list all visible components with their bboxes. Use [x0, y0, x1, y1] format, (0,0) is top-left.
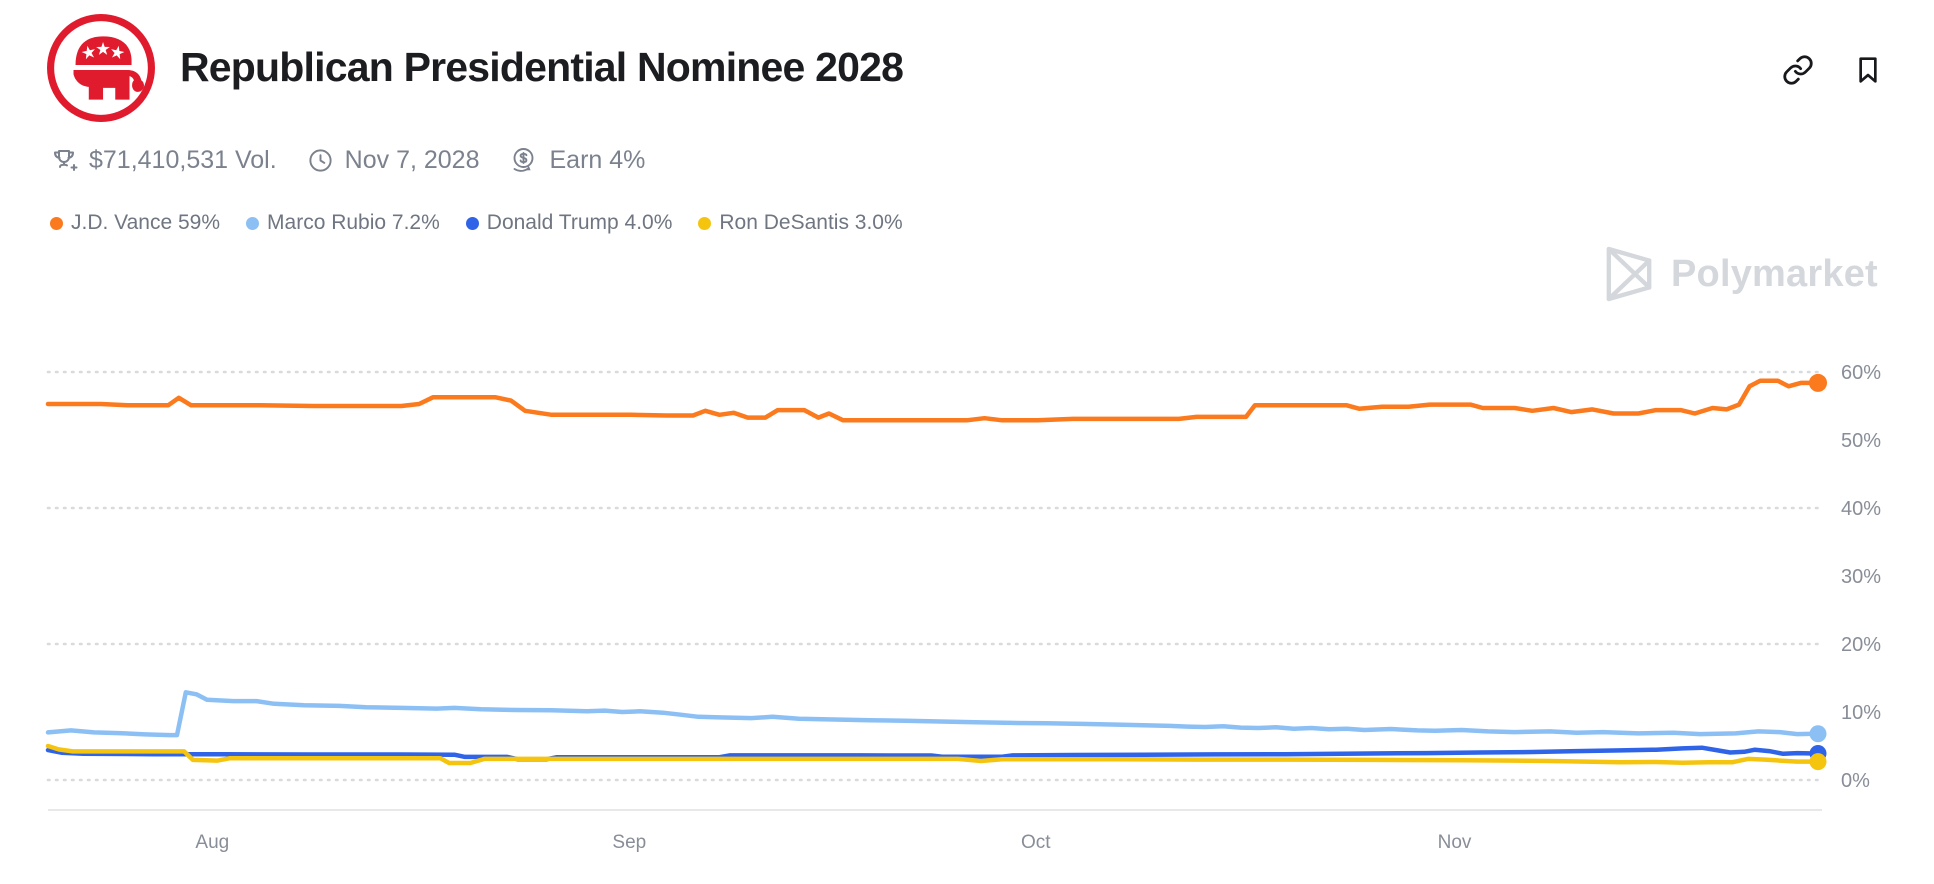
earn-stat[interactable]: Earn 4% [510, 146, 646, 175]
header-actions [1782, 54, 1884, 86]
polymarket-watermark: Polymarket [1604, 246, 1878, 302]
y-tick-40%: 40% [1841, 498, 1881, 520]
series-line-j-d-vance [45, 378, 1818, 423]
x-tick-Nov: Nov [1438, 832, 1472, 853]
series-line-donald-trump [45, 745, 1818, 762]
legend-item-rubio[interactable]: Marco Rubio 7.2% [246, 211, 440, 235]
series-end-dot-j-d-vance [1809, 373, 1827, 392]
legend-label: J.D. Vance 59% [71, 211, 221, 234]
rubio-dot-icon [246, 216, 260, 230]
logo-ring [47, 14, 155, 122]
x-tick-Aug: Aug [195, 832, 229, 853]
elephant-body [73, 70, 144, 100]
series-end-dot-ron-desantis [1809, 753, 1827, 771]
legend-item-trump[interactable]: Donald Trump 4.0% [465, 211, 673, 235]
gop-elephant-logo [46, 13, 156, 123]
price-history-chart[interactable]: 0% 10% 20% 30% 40% 50% 60% Aug Sep Oct Nov [0, 280, 1934, 884]
volume-value: $71,410,531 Vol. [89, 146, 277, 174]
end-date-stat: Nov 7, 2028 [307, 146, 480, 175]
link-icon[interactable] [1782, 54, 1814, 86]
dollar-earn-icon [513, 148, 533, 172]
bookmark-icon[interactable] [1852, 54, 1884, 86]
y-tick-50%: 50% [1841, 430, 1881, 452]
trophy-plus-icon [54, 149, 78, 171]
page-title: Republican Presidential Nominee 2028 [180, 44, 904, 90]
legend-item-vance[interactable]: J.D. Vance 59% [50, 211, 220, 235]
end-date-value: Nov 7, 2028 [344, 146, 480, 174]
trump-dot-icon [465, 216, 479, 230]
polymarket-logo [1606, 246, 1652, 302]
y-tick-60%: 60% [1841, 362, 1881, 384]
x-tick-Sep: Sep [612, 832, 646, 853]
clock-icon [309, 149, 332, 172]
legend-label: Donald Trump 4.0% [486, 211, 673, 234]
stats-row: $71,410,531 Vol. Nov 7, 2028 Earn 4% [50, 146, 645, 175]
desantis-dot-icon [698, 216, 712, 230]
y-tick-20%: 20% [1841, 634, 1881, 656]
y-tick-10%: 10% [1841, 702, 1881, 724]
watermark-text: Polymarket [1671, 252, 1878, 295]
x-tick-Oct: Oct [1021, 832, 1051, 853]
series-line-ron-desantis [45, 743, 1818, 766]
volume-stat: $71,410,531 Vol. [50, 146, 277, 175]
vance-dot-icon [50, 216, 63, 230]
series-end-dot-marco-rubio [1809, 725, 1827, 743]
y-tick-30%: 30% [1841, 566, 1881, 588]
y-tick-0%: 0% [1841, 770, 1870, 792]
legend-label: Ron DeSantis 3.0% [719, 211, 903, 234]
series-line-marco-rubio [45, 690, 1818, 738]
earn-value: Earn 4% [549, 146, 646, 174]
legend-item-desantis[interactable]: Ron DeSantis 3.0% [698, 211, 903, 235]
legend-label: Marco Rubio 7.2% [267, 211, 440, 234]
chart-legend: J.D. Vance 59% Marco Rubio 7.2% Donald T… [50, 211, 903, 235]
